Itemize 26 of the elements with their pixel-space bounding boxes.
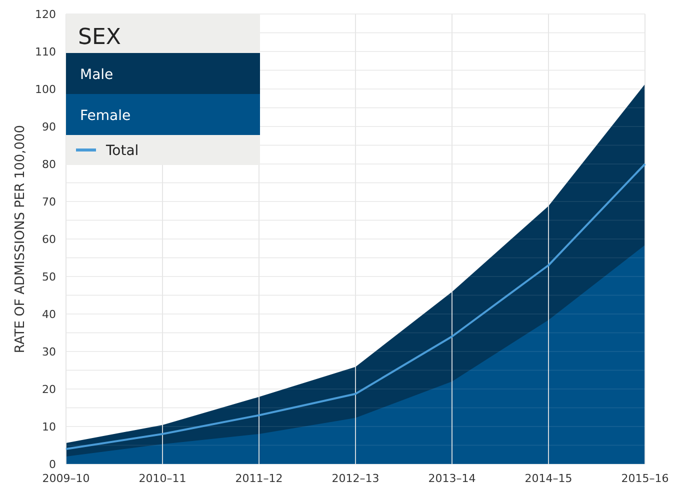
y-tick-label: 80 (42, 158, 56, 171)
y-tick-label: 10 (42, 420, 56, 434)
y-tick-label: 120 (35, 8, 56, 21)
x-tick-label: 2013–14 (428, 472, 476, 485)
x-tick-label: 2009–10 (42, 472, 90, 485)
y-tick-label: 40 (42, 308, 56, 321)
x-tick-label: 2012–13 (332, 472, 380, 485)
x-tick-label: 2010–11 (138, 472, 186, 485)
x-tick-label: 2014–15 (524, 472, 572, 485)
x-tick-label: 2015–16 (621, 472, 669, 485)
y-tick-label: 90 (42, 120, 56, 134)
legend-label: Total (105, 143, 139, 159)
y-axis-title: RATE OF ADMISSIONS PER 100,000 (13, 124, 28, 354)
legend-title: SEX (78, 25, 121, 50)
text: Male (80, 67, 114, 83)
y-tick-label: 100 (35, 82, 56, 96)
text: Female (80, 108, 131, 124)
y-tick-label: 110 (35, 45, 56, 58)
y-tick-label: 50 (42, 270, 56, 284)
y-tick-label: 20 (42, 382, 56, 396)
y-tick-label: 60 (42, 232, 56, 246)
y-tick-label: 0 (49, 458, 56, 471)
y-tick-label: 30 (42, 345, 56, 358)
line-series (65, 163, 646, 450)
x-tick-label: 2011–12 (235, 472, 283, 485)
y-tick-label: 70 (42, 195, 56, 208)
